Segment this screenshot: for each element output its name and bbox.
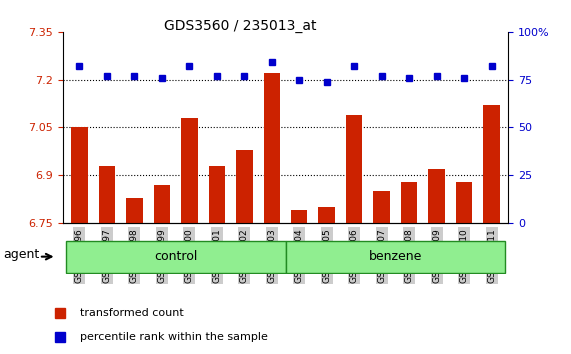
Bar	[286, 241, 505, 273]
Bar	[126, 198, 143, 223]
Text: percentile rank within the sample: percentile rank within the sample	[79, 332, 268, 342]
Bar	[99, 166, 115, 223]
Bar	[373, 191, 390, 223]
Bar	[319, 207, 335, 223]
Bar	[401, 182, 417, 223]
Bar	[71, 127, 87, 223]
Bar	[484, 105, 500, 223]
Bar	[208, 166, 225, 223]
Text: agent: agent	[3, 249, 39, 261]
Bar	[428, 169, 445, 223]
Text: transformed count: transformed count	[79, 308, 183, 318]
Bar	[66, 241, 286, 273]
Text: GDS3560 / 235013_at: GDS3560 / 235013_at	[163, 19, 316, 34]
Bar	[456, 182, 472, 223]
Text: control: control	[154, 250, 197, 263]
Bar	[236, 150, 252, 223]
Text: benzene: benzene	[369, 250, 422, 263]
Bar	[154, 185, 170, 223]
Bar	[263, 73, 280, 223]
Bar	[181, 118, 198, 223]
Bar	[346, 115, 363, 223]
Bar	[291, 210, 308, 223]
